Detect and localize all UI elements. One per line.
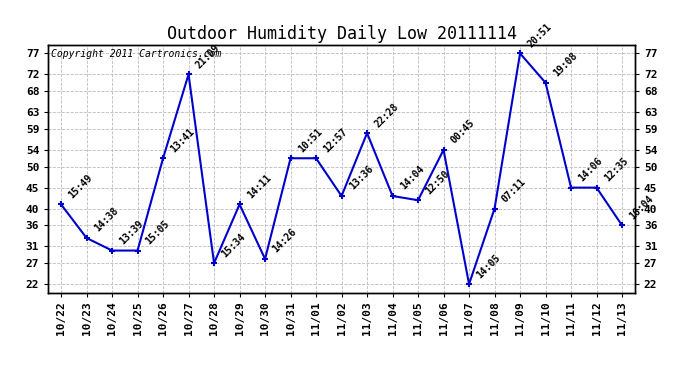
Text: 15:05: 15:05 (143, 219, 171, 246)
Text: 14:11: 14:11 (245, 172, 273, 200)
Text: 07:11: 07:11 (500, 177, 528, 204)
Text: 12:50: 12:50 (424, 168, 451, 196)
Text: 10:51: 10:51 (296, 126, 324, 154)
Text: 20:51: 20:51 (526, 21, 553, 49)
Text: 14:38: 14:38 (92, 206, 120, 234)
Title: Outdoor Humidity Daily Low 20111114: Outdoor Humidity Daily Low 20111114 (166, 26, 517, 44)
Text: 22:28: 22:28 (373, 101, 400, 129)
Text: 16:04: 16:04 (628, 194, 655, 221)
Text: 14:05: 14:05 (475, 252, 502, 280)
Text: 00:45: 00:45 (449, 118, 477, 146)
Text: 12:35: 12:35 (602, 156, 630, 183)
Text: 21:09: 21:09 (194, 42, 222, 70)
Text: 15:49: 15:49 (67, 172, 95, 200)
Text: 13:36: 13:36 (347, 164, 375, 192)
Text: 14:04: 14:04 (398, 164, 426, 192)
Text: 14:06: 14:06 (577, 156, 604, 183)
Text: 12:57: 12:57 (322, 126, 349, 154)
Text: 13:39: 13:39 (117, 219, 146, 246)
Text: 13:41: 13:41 (168, 126, 197, 154)
Text: 14:26: 14:26 (270, 227, 299, 255)
Text: 19:08: 19:08 (551, 51, 579, 79)
Text: Copyright 2011 Cartronics.com: Copyright 2011 Cartronics.com (51, 49, 221, 59)
Text: 15:34: 15:34 (219, 231, 248, 259)
